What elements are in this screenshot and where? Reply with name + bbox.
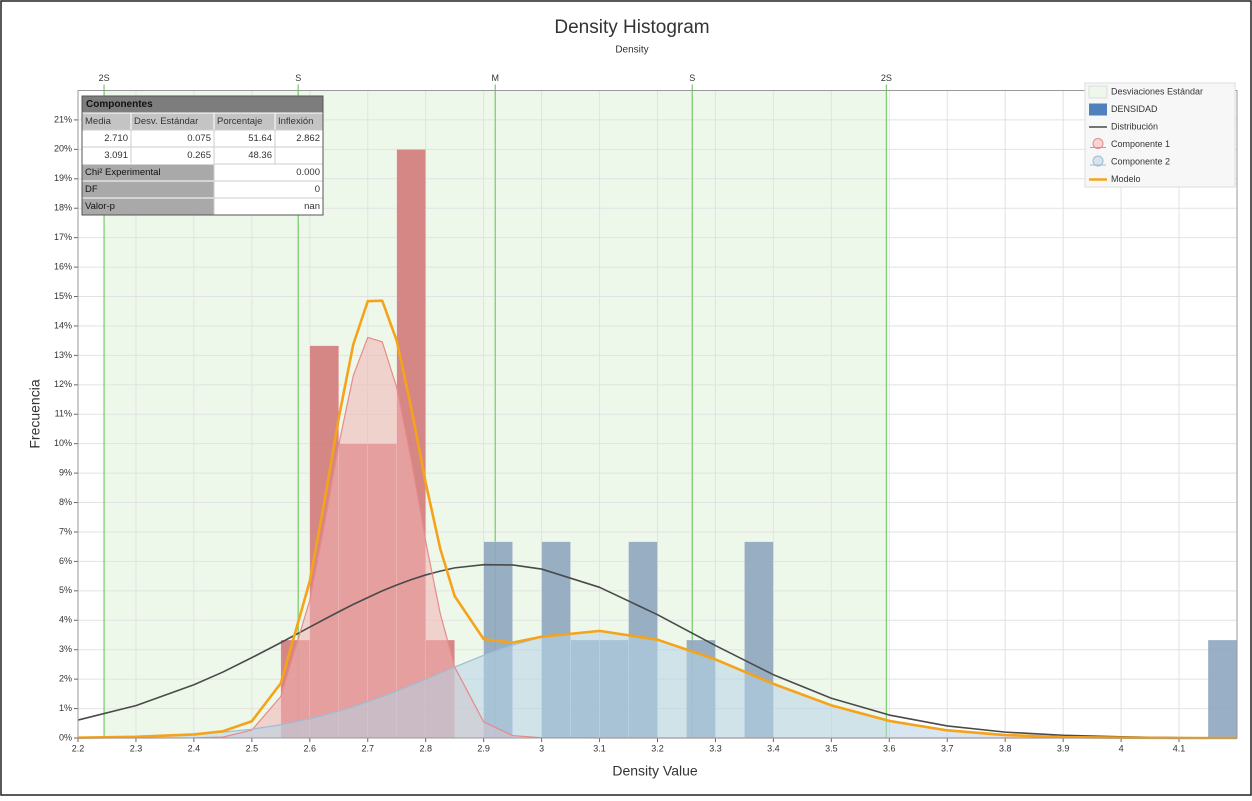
table-title: Componentes xyxy=(86,99,153,110)
table-value: 0.075 xyxy=(187,133,211,144)
legend-label: Modelo xyxy=(1111,174,1141,184)
y-tick-label: 6% xyxy=(59,556,72,566)
legend-swatch xyxy=(1088,85,1108,99)
table-value: 2.710 xyxy=(104,133,128,144)
y-tick-label: 2% xyxy=(59,674,72,684)
curve xyxy=(77,299,1237,740)
y-tick-label: 1% xyxy=(59,703,72,713)
y-tick-label: 16% xyxy=(54,261,72,271)
x-tick-label: 3.2 xyxy=(651,743,664,753)
legend-box xyxy=(1084,82,1236,188)
legend-swatch xyxy=(1089,103,1107,116)
y-tick-label: 17% xyxy=(54,232,72,242)
table-value: 48.36 xyxy=(248,150,272,161)
table-cell xyxy=(213,180,324,199)
reference-label: S xyxy=(295,73,301,83)
table-header: Desv. Estándar xyxy=(134,116,198,127)
y-tick-label: 18% xyxy=(54,203,72,213)
y-tick-label: 9% xyxy=(59,467,72,477)
legend-label: Desviaciones Estándar xyxy=(1111,86,1203,96)
table-label: Valor-p xyxy=(85,201,115,212)
x-tick-label: 3.5 xyxy=(825,743,838,753)
table-label: DF xyxy=(85,184,98,195)
x-tick-label: 2.3 xyxy=(130,743,143,753)
x-tick-label: 2.5 xyxy=(246,743,259,753)
table-border xyxy=(81,95,324,216)
x-tick-label: 3.8 xyxy=(999,743,1012,753)
reference-label: 2S xyxy=(881,73,892,83)
x-tick-label: 2.9 xyxy=(477,743,490,753)
reference-label: S xyxy=(689,73,695,83)
reference-label: 2S xyxy=(99,73,110,83)
y-tick-label: 0% xyxy=(59,732,72,742)
table-value: 0.265 xyxy=(187,150,211,161)
x-tick-label: 3.3 xyxy=(709,743,722,753)
y-tick-label: 3% xyxy=(59,644,72,654)
table-cell xyxy=(274,146,324,165)
plot-border xyxy=(77,90,1238,739)
table-label: Chi² Experimental xyxy=(85,167,161,178)
x-tick-label: 4.1 xyxy=(1173,743,1186,753)
legend-swatch xyxy=(1092,138,1104,149)
x-tick-label: 2.2 xyxy=(72,743,85,753)
table-header: Porcentaje xyxy=(217,116,262,127)
y-tick-label: 7% xyxy=(59,526,72,536)
legend-label: Componente 1 xyxy=(1111,139,1170,149)
y-tick-label: 14% xyxy=(54,320,72,330)
table-value: 0.000 xyxy=(296,167,320,178)
component-area xyxy=(78,630,1237,738)
y-tick-label: 20% xyxy=(54,144,72,154)
y-axis-label: Frecuencia xyxy=(27,379,43,448)
chart-title: Density Histogram xyxy=(554,17,709,38)
y-tick-label: 13% xyxy=(54,350,72,360)
table-header: Inflexión xyxy=(278,116,313,127)
component-area xyxy=(78,337,1237,738)
x-tick-label: 4 xyxy=(1119,743,1124,753)
x-tick-label: 2.7 xyxy=(361,743,374,753)
x-tick-label: 3.4 xyxy=(767,743,780,753)
table-value: nan xyxy=(304,201,320,212)
y-tick-label: 11% xyxy=(55,409,72,419)
y-tick-label: 10% xyxy=(54,438,72,448)
legend-label: Componente 2 xyxy=(1111,156,1170,166)
x-tick-label: 3.6 xyxy=(883,743,896,753)
x-tick-label: 2.8 xyxy=(419,743,432,753)
x-tick-label: 2.6 xyxy=(304,743,317,753)
y-tick-label: 19% xyxy=(54,173,72,183)
table-value: 2.862 xyxy=(296,133,320,144)
y-tick-label: 4% xyxy=(59,615,72,625)
x-tick-label: 2.4 xyxy=(188,743,201,753)
x-tick-label: 3.9 xyxy=(1057,743,1070,753)
x-tick-label: 3.7 xyxy=(941,743,954,753)
legend-swatch xyxy=(1092,155,1104,167)
table-value: 0 xyxy=(315,184,320,195)
table-value: 3.091 xyxy=(104,150,128,161)
reference-label: M xyxy=(491,73,499,83)
bar xyxy=(1207,639,1238,739)
table-header: Media xyxy=(85,116,112,127)
y-tick-label: 12% xyxy=(54,379,72,389)
x-tick-label: 3 xyxy=(539,743,544,753)
table-cell xyxy=(81,180,215,199)
y-tick-label: 21% xyxy=(54,114,72,124)
table-value: 51.64 xyxy=(248,133,272,144)
y-tick-label: 5% xyxy=(59,585,72,595)
legend-label: DENSIDAD xyxy=(1111,104,1158,114)
y-tick-label: 15% xyxy=(54,291,72,301)
chart-subtitle: Density xyxy=(615,45,648,56)
legend-label: Distribución xyxy=(1111,121,1158,131)
x-axis-label: Density Value xyxy=(612,763,698,779)
y-tick-label: 8% xyxy=(59,497,72,507)
x-tick-label: 3.1 xyxy=(593,743,606,753)
